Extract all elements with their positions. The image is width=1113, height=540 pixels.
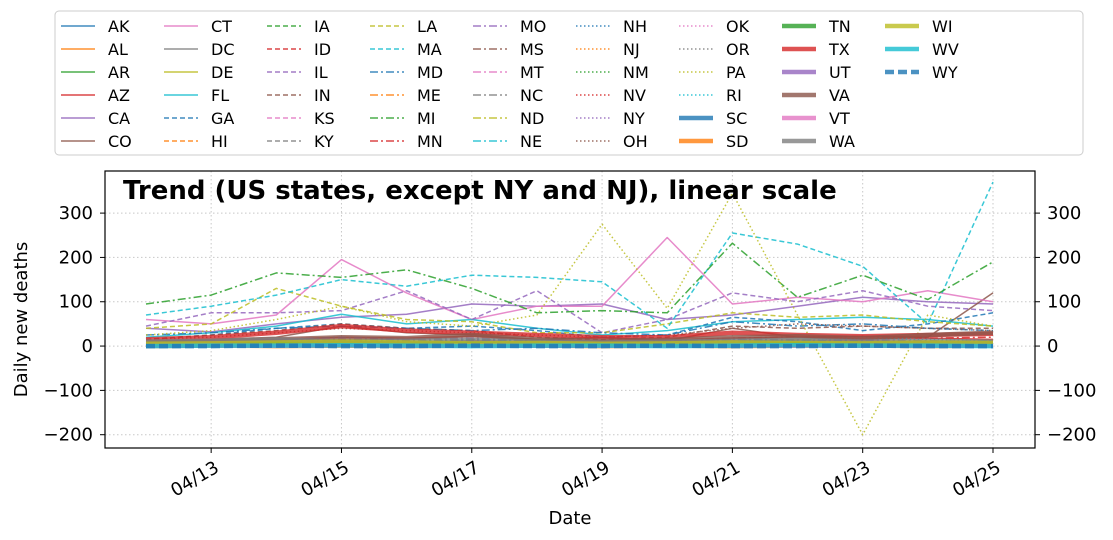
legend-label-ar: AR	[108, 63, 130, 82]
legend-label-il: IL	[314, 63, 328, 82]
y-tick-label-left: −200	[44, 425, 93, 446]
series-line-ct	[145, 236, 994, 325]
y-tick-label-left: 100	[59, 292, 93, 313]
legend-label-wy: WY	[932, 63, 958, 82]
legend-label-ak: AK	[108, 17, 130, 36]
legend-label-ok: OK	[726, 17, 750, 36]
y-axis-label: Daily new deaths	[11, 242, 32, 398]
legend-label-me: ME	[417, 86, 441, 105]
legend-label-al: AL	[108, 40, 128, 59]
legend-box	[54, 10, 1084, 156]
legend-label-md: MD	[417, 63, 443, 82]
y-tick-label-right: 100	[1047, 292, 1081, 313]
x-tick-label: 04/13	[167, 457, 222, 501]
legend-label-ma: MA	[417, 40, 442, 59]
legend-label-wi: WI	[932, 17, 953, 36]
legend-label-az: AZ	[108, 86, 130, 105]
legend-label-ri: RI	[726, 86, 742, 105]
y-tick-label-left: 0	[82, 336, 93, 357]
series-line-ca	[145, 296, 994, 333]
legend-label-nd: ND	[520, 109, 544, 128]
y-tick-label-left: 200	[59, 247, 93, 268]
series-line-pa	[145, 192, 994, 436]
y-tick-label-left: 300	[59, 203, 93, 224]
legend-label-id: ID	[314, 40, 331, 59]
legend-label-la: LA	[417, 17, 437, 36]
legend-label-ia: IA	[314, 17, 330, 36]
legend-label-tx: TX	[828, 40, 850, 59]
series-line-wy	[146, 343, 993, 349]
legend-label-nh: NH	[623, 17, 647, 36]
y-tick-label-right: −100	[1047, 380, 1096, 401]
legend-label-nm: NM	[623, 63, 649, 82]
x-tick-label: 04/15	[298, 457, 353, 501]
y-tick-label-right: −200	[1047, 425, 1096, 446]
legend-label-ne: NE	[520, 132, 542, 151]
x-tick-label: 04/21	[688, 457, 743, 501]
series-line-la	[145, 287, 994, 334]
x-tick-label: 04/17	[428, 457, 483, 501]
legend-label-vt: VT	[829, 109, 850, 128]
y-tick-label-right: 300	[1047, 203, 1081, 224]
legend-label-sc: SC	[726, 109, 747, 128]
plot-frame	[104, 170, 1036, 449]
legend-label-ut: UT	[829, 63, 851, 82]
x-tick-label: 04/23	[819, 457, 874, 501]
legend-label-mi: MI	[417, 109, 436, 128]
plot-area: −200 −200 −100 −100 0 0 100 100 200 200 300 300 04/1…	[44, 170, 1097, 501]
legend-label-pa: PA	[726, 63, 746, 82]
legend-label-nv: NV	[623, 86, 646, 105]
legend-label-ga: GA	[211, 109, 234, 128]
legend-label-ks: KS	[314, 109, 335, 128]
series-group	[145, 181, 994, 436]
series-line-md	[145, 320, 994, 336]
legend-label-wv: WV	[932, 40, 959, 59]
legend-label-wa: WA	[829, 132, 855, 151]
legend-label-fl: FL	[211, 86, 229, 105]
legend-label-mo: MO	[520, 17, 546, 36]
series-line-mi	[145, 242, 994, 314]
axis-ticks: −200 −200 −100 −100 0 0 100 100 200 200 300 300 04/1…	[44, 203, 1097, 501]
legend-label-tn: TN	[828, 17, 851, 36]
legend-label-co: CO	[108, 132, 132, 151]
x-tick-label: 04/19	[558, 457, 613, 501]
legend-label-oh: OH	[623, 132, 648, 151]
legend-label-ct: CT	[211, 17, 232, 36]
legend-label-ny: NY	[623, 109, 645, 128]
legend-label-mn: MN	[417, 132, 443, 151]
legend-label-ky: KY	[314, 132, 334, 151]
legend-label-mt: MT	[520, 63, 544, 82]
legend-label-in: IN	[314, 86, 331, 105]
y-tick-label-right: 0	[1047, 336, 1058, 357]
legend-label-sd: SD	[726, 132, 748, 151]
legend-label-de: DE	[211, 63, 233, 82]
x-axis-label: Date	[548, 508, 591, 529]
series-line-fl	[145, 313, 994, 338]
legend-label-dc: DC	[211, 40, 235, 59]
y-tick-label-right: 200	[1047, 247, 1081, 268]
grid	[105, 171, 1035, 448]
legend-label-nj: NJ	[623, 40, 640, 59]
legend-label-hi: HI	[211, 132, 228, 151]
x-tick-label: 04/25	[949, 457, 1004, 501]
legend-label-nc: NC	[520, 86, 543, 105]
legend: AK AL AR AZ CA CO CT DC DE FL GA HI IA ID IL IN KS KY LA MA…	[54, 10, 1084, 156]
y-tick-label-left: −100	[44, 380, 93, 401]
legend-label-ca: CA	[108, 109, 130, 128]
legend-label-or: OR	[726, 40, 750, 59]
series-line-ma	[145, 181, 994, 330]
legend-label-ms: MS	[520, 40, 544, 59]
chart-title: Trend (US states, except NY and NJ), lin…	[123, 176, 837, 206]
legend-label-va: VA	[829, 86, 850, 105]
